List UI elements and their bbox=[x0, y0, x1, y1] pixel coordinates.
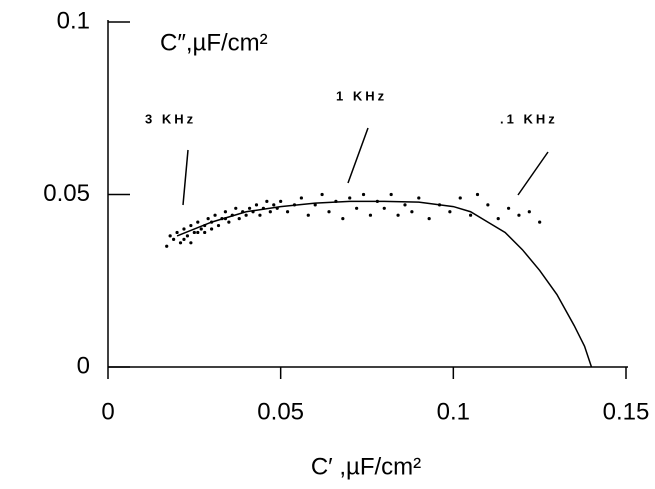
data-point bbox=[203, 223, 207, 228]
data-point bbox=[306, 213, 310, 217]
data-point bbox=[168, 234, 172, 238]
x-axis-label: C′ ,µF/cm² bbox=[311, 453, 421, 480]
data-point bbox=[348, 196, 352, 200]
data-point bbox=[327, 210, 331, 214]
x-tick-label: 0.15 bbox=[603, 398, 650, 425]
y-tick-label: 0.1 bbox=[57, 7, 90, 34]
data-point bbox=[437, 203, 442, 207]
data-point bbox=[375, 199, 379, 203]
data-point bbox=[475, 192, 480, 197]
data-point bbox=[220, 217, 224, 221]
data-point bbox=[389, 192, 393, 197]
data-point bbox=[292, 203, 297, 207]
data-point bbox=[223, 210, 228, 214]
pointer bbox=[182, 149, 189, 206]
data-point bbox=[261, 206, 265, 210]
x-tick-label: 0.05 bbox=[257, 398, 304, 425]
data-point bbox=[234, 206, 238, 210]
pointer bbox=[347, 127, 369, 184]
data-point bbox=[244, 213, 248, 217]
data-point bbox=[527, 210, 531, 214]
annotation: 1 KHz bbox=[336, 88, 387, 103]
data-point bbox=[268, 210, 272, 214]
data-point bbox=[506, 206, 511, 210]
data-point bbox=[223, 217, 228, 221]
data-point bbox=[486, 203, 490, 207]
data-point bbox=[285, 210, 290, 214]
data-point bbox=[199, 227, 203, 231]
data-point bbox=[458, 196, 462, 200]
data-point bbox=[313, 203, 317, 207]
data-point bbox=[175, 230, 179, 235]
data-point bbox=[265, 199, 269, 203]
data-point bbox=[410, 210, 414, 214]
data-point bbox=[216, 223, 221, 228]
data-point bbox=[196, 220, 200, 224]
data-point bbox=[247, 206, 252, 210]
data-point bbox=[403, 203, 407, 207]
y-tick-label: 0 bbox=[77, 352, 90, 379]
data-point bbox=[203, 230, 207, 235]
data-point bbox=[469, 213, 473, 217]
fit-curve bbox=[176, 200, 593, 368]
data-point bbox=[538, 220, 542, 224]
data-point bbox=[258, 213, 262, 217]
annotation: .1 KHz bbox=[500, 111, 558, 126]
data-point bbox=[396, 213, 400, 217]
data-point bbox=[213, 213, 217, 217]
data-point bbox=[178, 241, 183, 245]
data-point bbox=[361, 192, 366, 197]
axes bbox=[107, 20, 628, 368]
data-point bbox=[172, 237, 176, 241]
data-point bbox=[251, 210, 255, 214]
data-point bbox=[241, 210, 245, 214]
data-point bbox=[230, 213, 234, 217]
data-point bbox=[334, 199, 338, 203]
data-point bbox=[355, 206, 359, 210]
data-point bbox=[320, 192, 324, 197]
data-point bbox=[189, 241, 193, 245]
data-point bbox=[182, 227, 186, 231]
data-point bbox=[417, 196, 421, 200]
data-point bbox=[341, 217, 345, 221]
data-point bbox=[275, 206, 279, 210]
pointer bbox=[517, 151, 549, 196]
data-point bbox=[427, 217, 431, 221]
data-point bbox=[165, 244, 169, 248]
data-point bbox=[382, 206, 386, 210]
data-point bbox=[496, 217, 500, 221]
data-point bbox=[237, 217, 241, 221]
y-tick-label: 0.05 bbox=[43, 180, 90, 207]
x-tick-label: 0 bbox=[101, 398, 114, 425]
data-point bbox=[448, 210, 452, 214]
data-point bbox=[189, 223, 193, 228]
data-point bbox=[196, 230, 200, 235]
data-point bbox=[185, 234, 190, 238]
data-point bbox=[206, 217, 210, 221]
annotation: 3 KHz bbox=[145, 111, 196, 126]
data-point bbox=[210, 227, 214, 231]
data-point bbox=[368, 213, 373, 217]
x-tick-label: 0.1 bbox=[437, 398, 470, 425]
data-point bbox=[210, 220, 214, 224]
pointers bbox=[182, 127, 549, 206]
data-point bbox=[192, 230, 196, 235]
data-point bbox=[254, 203, 259, 207]
data-point bbox=[279, 199, 283, 203]
data-point bbox=[182, 237, 186, 241]
data-point bbox=[272, 203, 276, 207]
y-axis-label: C″,µF/cm² bbox=[160, 29, 268, 56]
data-point bbox=[517, 213, 521, 217]
data-point bbox=[227, 220, 231, 224]
data-point bbox=[299, 196, 303, 200]
